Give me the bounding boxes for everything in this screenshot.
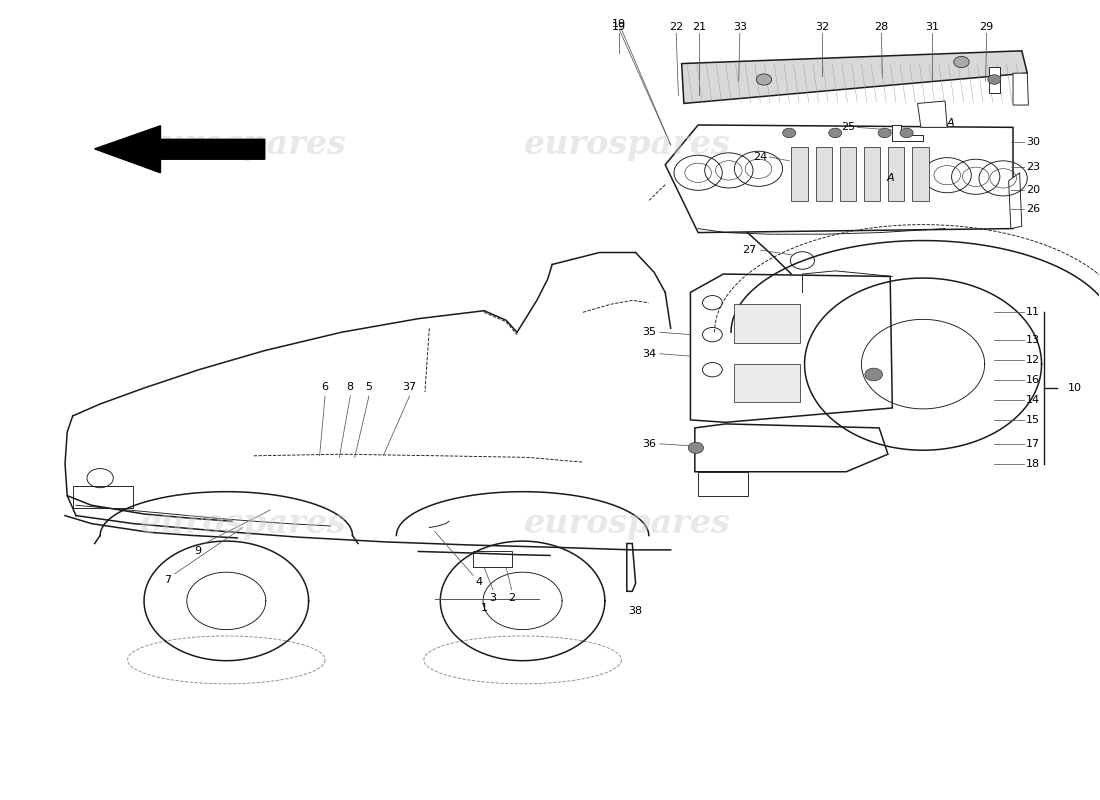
Text: 19: 19 [612,22,626,32]
Text: 8: 8 [346,382,354,392]
Text: 34: 34 [642,349,657,358]
Text: 22: 22 [669,22,683,32]
Text: 27: 27 [742,245,757,255]
Polygon shape [917,101,947,127]
Text: 7: 7 [164,575,172,586]
Text: 9: 9 [194,546,201,556]
Text: eurospares: eurospares [524,507,730,540]
Polygon shape [892,125,923,141]
Text: eurospares: eurospares [140,507,346,540]
Text: 36: 36 [642,439,657,449]
Text: A: A [887,174,894,183]
Bar [791,147,807,202]
Polygon shape [695,424,888,472]
Text: 10: 10 [1068,383,1082,393]
Text: 32: 32 [815,22,829,32]
Bar [839,147,856,202]
Bar [735,304,800,342]
Polygon shape [691,274,892,422]
Circle shape [878,128,891,138]
Text: 2: 2 [508,593,515,603]
Circle shape [900,128,913,138]
Text: 29: 29 [980,22,993,32]
Circle shape [954,56,969,67]
Text: 30: 30 [1026,137,1041,146]
Text: 38: 38 [628,606,642,616]
Text: 21: 21 [692,22,706,32]
Text: 37: 37 [403,382,417,392]
Text: 25: 25 [840,122,855,132]
Circle shape [757,74,771,85]
Circle shape [865,368,882,381]
Bar [864,147,880,202]
Text: 16: 16 [1026,375,1041,385]
Circle shape [782,128,795,138]
Polygon shape [95,126,265,173]
Text: 15: 15 [1026,415,1041,425]
Text: 13: 13 [1026,335,1041,346]
Text: 18: 18 [1026,458,1041,469]
Text: 33: 33 [733,22,747,32]
Circle shape [988,74,1001,84]
Text: 23: 23 [1026,162,1041,172]
Text: 12: 12 [1026,355,1041,365]
Polygon shape [1013,73,1028,105]
Text: 19: 19 [612,18,626,29]
Polygon shape [989,66,1000,93]
Text: 11: 11 [1026,307,1041,318]
Polygon shape [1009,173,1022,229]
Text: 31: 31 [925,22,938,32]
Text: 17: 17 [1026,439,1041,449]
Text: 20: 20 [1026,185,1041,194]
Circle shape [689,442,704,454]
Text: 4: 4 [475,577,483,587]
Polygon shape [682,51,1027,103]
Text: 35: 35 [642,327,657,338]
Text: eurospares: eurospares [524,128,730,162]
Bar [735,364,800,402]
Text: 1: 1 [481,603,487,614]
Polygon shape [666,125,1013,233]
Text: 3: 3 [490,593,496,603]
Bar [815,147,832,202]
Text: 5: 5 [365,382,373,392]
Text: eurospares: eurospares [140,128,346,162]
Circle shape [828,128,842,138]
Bar [912,147,928,202]
Polygon shape [627,543,636,591]
Polygon shape [473,551,512,567]
Polygon shape [698,472,748,496]
Text: 14: 14 [1026,395,1041,405]
Text: 28: 28 [874,22,889,32]
Text: A: A [947,118,955,127]
Bar [888,147,904,202]
Text: 6: 6 [321,382,329,392]
Text: 26: 26 [1026,204,1041,214]
Text: 24: 24 [754,152,767,162]
